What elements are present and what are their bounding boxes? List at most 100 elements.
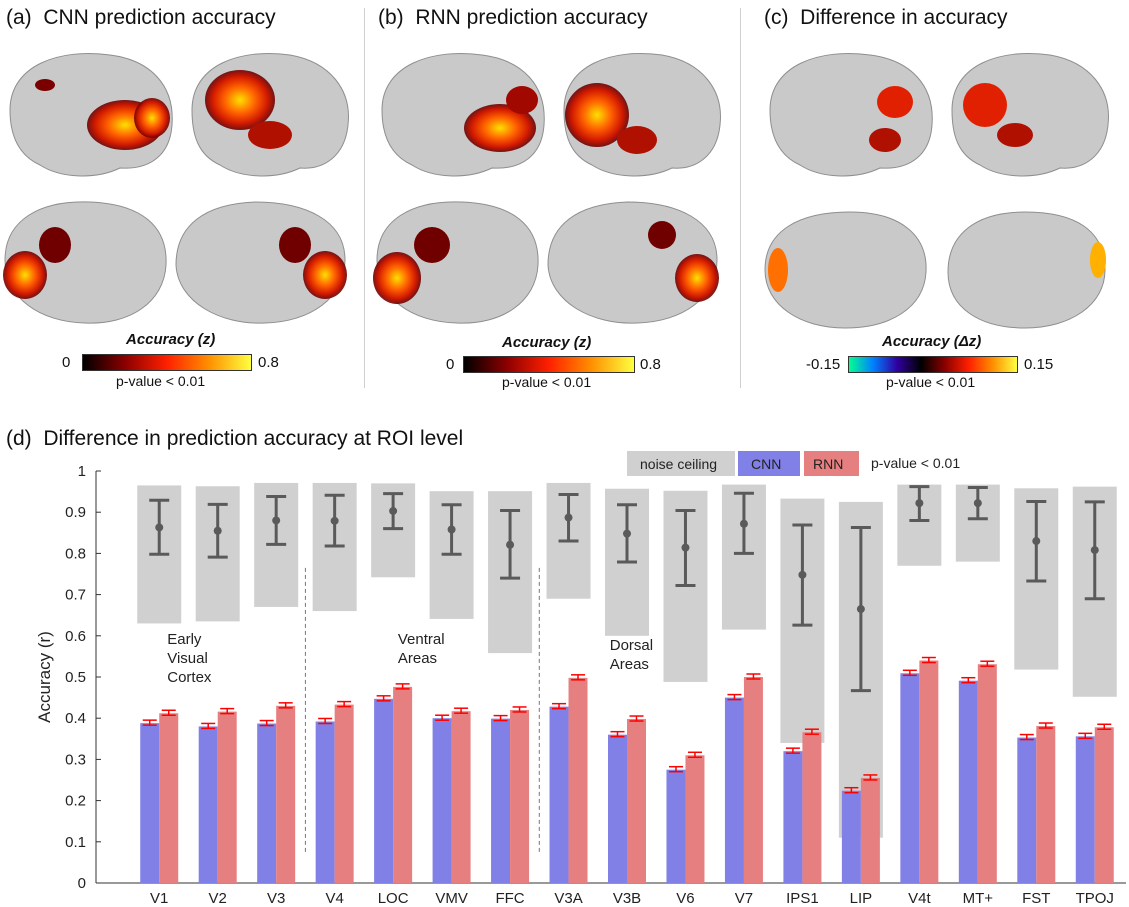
colorbar-b-max: 0.8 [640,356,661,373]
panel-d-title: (d) Difference in prediction accuracy at… [6,427,463,451]
noise-ceiling-mean [856,605,865,614]
colorbar-a-min: 0 [62,354,71,371]
noise-ceiling-box [195,486,240,622]
noise-ceiling-box [955,484,1000,562]
y-tick-label: 1 [78,463,86,480]
noise-ceiling-mean [389,506,398,515]
bar-rnn [1036,726,1056,883]
noise-ceiling-box [429,491,474,619]
x-tick-label: V3B [613,890,641,907]
colorbar-a-pvalue: p-value < 0.01 [116,373,206,389]
bar-rnn [276,705,296,883]
colorbar-c-min: -0.15 [806,356,841,373]
group-label: Dorsal [610,637,653,654]
legend-noise-label: noise ceiling [640,456,717,472]
colorbar-b-title: Accuracy (z) [502,334,592,351]
activation-blob [565,83,629,147]
activation-blob [963,83,1007,127]
activation-blob [464,104,536,152]
bar-rnn [334,704,354,883]
noise-ceiling-mean [973,499,982,508]
bar-cnn [432,718,452,883]
colorbar-a [82,354,252,371]
activation-blob [675,254,719,302]
colorbar-b-min: 0 [446,356,455,373]
legend-cnn-label: CNN [751,456,781,472]
noise-ceiling-mean [447,525,456,534]
activation-blob [39,227,71,263]
group-label: Areas [398,650,437,667]
activation-blob [1090,242,1106,278]
y-tick-label: 0 [78,875,86,892]
noise-ceiling-box [897,484,942,566]
bar-cnn [315,721,335,883]
group-label: Visual [167,650,208,667]
colorbar-a-max: 0.8 [258,354,279,371]
bar-rnn [743,677,763,883]
panel-a-title-text: CNN prediction accuracy [43,6,276,29]
y-tick-label: 0.4 [65,710,86,727]
activation-blob [506,86,538,114]
noise-ceiling-box [312,482,357,612]
panel-b-label: (b) [378,6,404,29]
bar-cnn [608,734,627,883]
x-tick-label: TPOJ [1076,890,1114,907]
bar-cnn [1075,736,1095,883]
bar-rnn [1094,727,1114,883]
brain-lateral-left [769,52,933,177]
noise-ceiling-mean [623,529,631,538]
legend-cnn-swatch [738,451,800,476]
colorbar-c [848,356,1018,373]
bar-cnn [374,698,394,883]
colorbar-c-pvalue: p-value < 0.01 [886,374,976,390]
bar-rnn [393,686,413,883]
x-tick-label: FFC [495,890,524,907]
activation-blob [248,121,292,149]
colorbar-b-pvalue: p-value < 0.01 [502,374,592,390]
noise-ceiling-mean [564,513,573,522]
bar-rnn [159,713,179,883]
noise-ceiling-mean [213,526,222,535]
x-tick-label: V2 [209,890,227,907]
activation-blob [877,86,913,118]
bar-rnn [860,777,880,883]
bar-rnn [685,755,705,883]
x-tick-label: V4 [325,890,343,907]
noise-ceiling-mean [272,516,281,525]
activation-blob [869,128,901,152]
noise-ceiling-box [371,483,416,578]
noise-ceiling-box [1014,488,1059,670]
y-axis-label: Accuracy (r) [35,631,54,723]
x-tick-label: MT+ [963,890,994,907]
bar-rnn [451,711,471,883]
x-tick-label: V6 [676,890,694,907]
y-tick-label: 0.9 [65,504,86,521]
panel-b-title-text: RNN prediction accuracy [415,6,648,29]
bar-rnn [568,677,588,883]
y-tick-label: 0.3 [65,751,86,768]
colorbar-b [463,356,635,373]
noise-ceiling-mean [681,543,690,552]
activation-blob [648,221,676,249]
activation-blob [279,227,311,263]
panel-d-label: (d) [6,427,32,450]
bar-cnn [491,718,511,883]
group-label: Areas [610,656,649,673]
x-tick-label: V1 [150,890,168,907]
bar-cnn [198,726,218,883]
activation-blob [205,70,275,130]
activation-blob [414,227,450,263]
bar-cnn [549,706,569,883]
noise-ceiling-box [546,482,591,599]
noise-ceiling-mean [1090,546,1099,555]
noise-ceiling-mean [798,570,807,579]
colorbar-c-max: 0.15 [1024,356,1054,373]
y-tick-label: 0.5 [65,669,86,686]
activation-blob [997,123,1033,147]
bar-cnn [140,723,160,883]
panel-c-label: (c) [764,6,789,29]
x-tick-label: V4t [908,890,931,907]
legend-noise-swatch [627,451,735,476]
noise-ceiling-mean [506,540,515,549]
noise-ceiling-mean [330,516,339,525]
